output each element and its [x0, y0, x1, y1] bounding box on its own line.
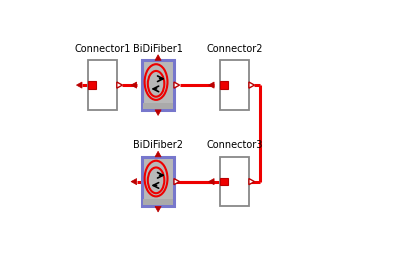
- Text: Connector3: Connector3: [206, 140, 262, 150]
- Polygon shape: [76, 82, 82, 88]
- Polygon shape: [131, 82, 137, 88]
- Bar: [88, 60, 117, 110]
- Text: Connector1: Connector1: [74, 44, 130, 54]
- Bar: [142, 157, 174, 206]
- Text: Connector2: Connector2: [206, 44, 262, 54]
- Polygon shape: [174, 179, 180, 185]
- Polygon shape: [155, 206, 161, 212]
- Text: BiDiFiber2: BiDiFiber2: [133, 140, 183, 150]
- Bar: [143, 103, 173, 109]
- Polygon shape: [208, 82, 214, 88]
- Bar: [220, 178, 228, 185]
- Polygon shape: [131, 179, 137, 185]
- Polygon shape: [208, 179, 214, 185]
- Polygon shape: [174, 82, 180, 88]
- Text: BiDiFiber1: BiDiFiber1: [133, 44, 183, 54]
- Polygon shape: [117, 82, 122, 88]
- Bar: [220, 60, 249, 110]
- Bar: [220, 157, 249, 206]
- Polygon shape: [249, 179, 254, 185]
- Polygon shape: [155, 110, 161, 115]
- Bar: [142, 60, 174, 110]
- Polygon shape: [249, 82, 254, 88]
- Bar: [220, 81, 228, 89]
- Bar: [143, 199, 173, 205]
- Bar: [88, 81, 96, 89]
- Polygon shape: [155, 55, 161, 60]
- Polygon shape: [155, 151, 161, 157]
